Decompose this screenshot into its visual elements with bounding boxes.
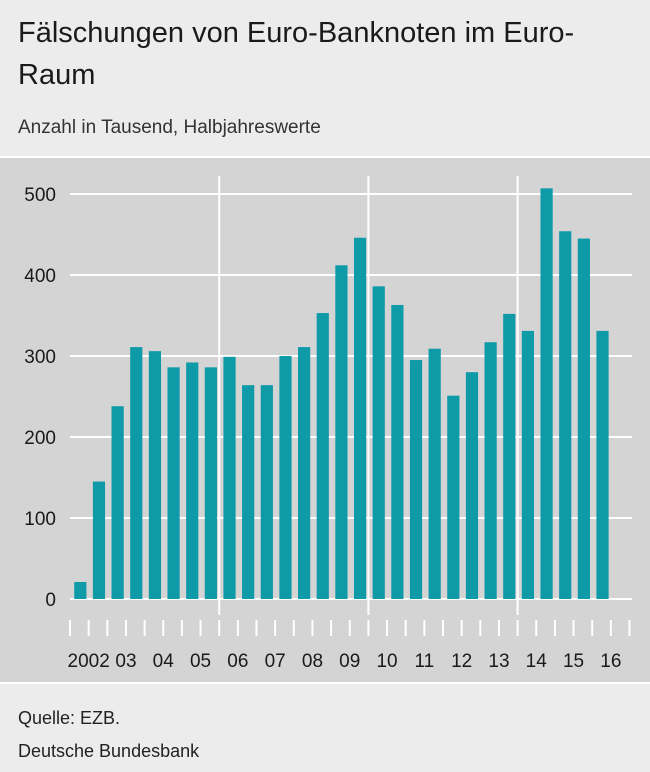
x-tick-label: 05	[190, 651, 211, 672]
bar	[465, 372, 479, 599]
x-tick-label: 03	[115, 651, 136, 672]
publisher-line: Deutsche Bundesbank	[18, 741, 200, 761]
x-tick-label: 08	[302, 651, 323, 672]
x-tick-label: 2002	[68, 651, 110, 672]
x-tick-label: 14	[526, 651, 548, 672]
y-tick-label: 500	[24, 185, 56, 206]
x-tick-label: 16	[600, 651, 621, 672]
y-tick-label: 0	[45, 590, 56, 611]
bar	[316, 313, 329, 599]
x-tick-label: 06	[227, 651, 248, 672]
bar	[447, 395, 460, 599]
bar	[92, 481, 106, 599]
x-tick-label: 10	[376, 651, 397, 672]
bar	[521, 330, 535, 599]
y-tick-label: 100	[24, 509, 56, 530]
x-tick-label: 07	[265, 651, 286, 672]
source-block: Quelle: EZB. Deutsche Bundesbank	[18, 702, 199, 768]
chart-subtitle: Anzahl in Tausend, Halbjahreswerte	[18, 117, 321, 138]
bar	[353, 237, 367, 599]
bar	[279, 356, 292, 599]
x-tick-label: 15	[563, 651, 584, 672]
bar	[484, 342, 497, 599]
x-tick-label: 13	[488, 651, 509, 672]
y-tick-label: 300	[24, 347, 56, 368]
chart-panel: 0 100 200 300 400 500 2002 03 04 05 06 07 08 09 10 11 12…	[0, 156, 650, 684]
bar	[596, 330, 609, 599]
bar	[577, 238, 590, 600]
bar	[428, 348, 441, 599]
source-line: Quelle: EZB.	[18, 708, 121, 728]
bar	[242, 385, 255, 599]
bar-chart: 0 100 200 300 400 500 2002 03 04 05 06 07 08 09 10 11 12…	[24, 176, 632, 672]
chart-title: Fälschungen von Euro-Banknoten im Euro-R…	[18, 17, 575, 91]
bar	[148, 351, 162, 599]
y-tick-label: 400	[24, 266, 56, 287]
bar	[372, 286, 385, 599]
bar	[167, 367, 180, 599]
bar	[204, 367, 217, 599]
bar	[74, 581, 87, 599]
bar	[298, 347, 311, 599]
x-tick-label: 11	[414, 651, 434, 672]
bar	[559, 231, 572, 599]
bar	[391, 304, 404, 599]
bar	[335, 265, 348, 599]
x-tick-label: 09	[339, 651, 360, 672]
bar	[540, 188, 553, 599]
x-tick-label: 12	[451, 651, 472, 672]
bar	[503, 313, 516, 599]
bar	[409, 360, 423, 599]
bar	[186, 362, 199, 599]
bar	[130, 347, 143, 599]
bar	[111, 406, 124, 599]
x-tick-label: 04	[153, 651, 175, 672]
bar	[260, 385, 273, 599]
bar	[223, 356, 236, 599]
y-tick-label: 200	[24, 428, 56, 449]
